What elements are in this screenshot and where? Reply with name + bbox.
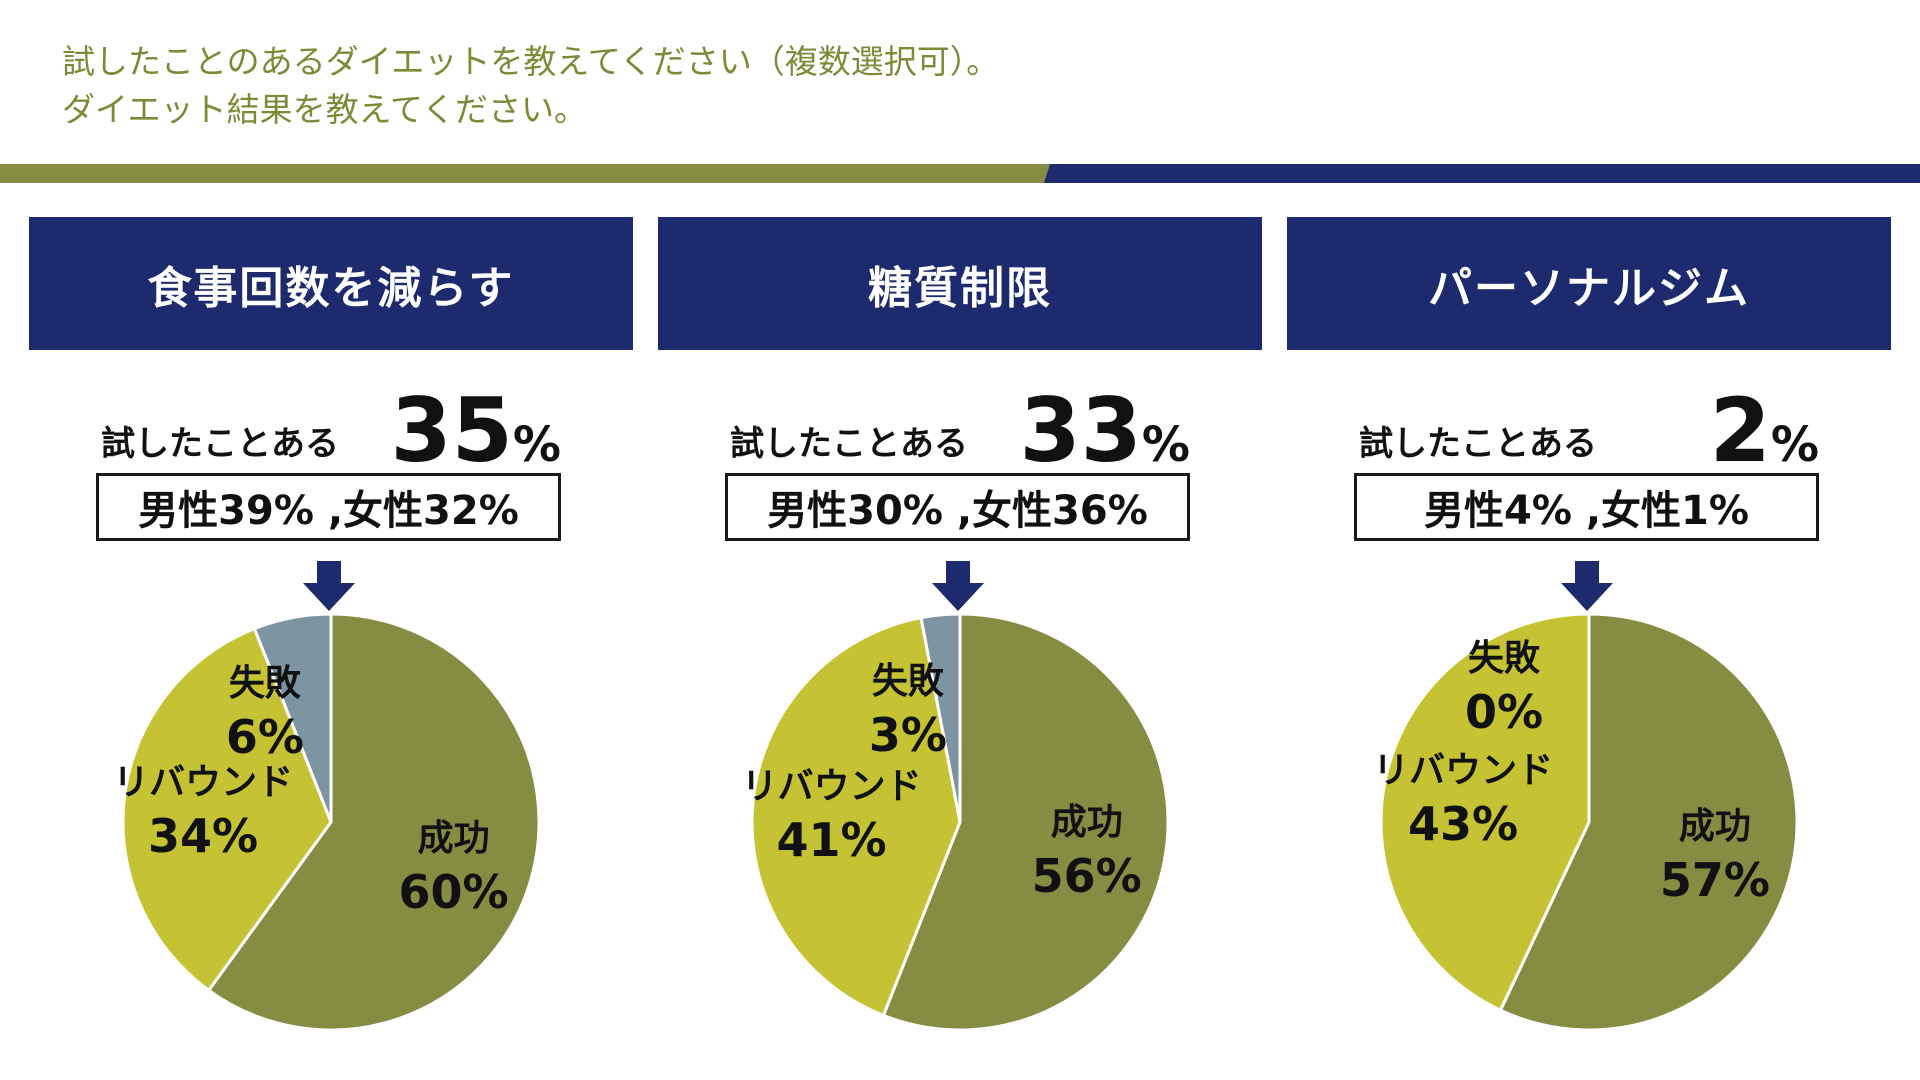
pie-slice-fail	[919, 612, 962, 823]
gender-breakdown: 男性30% ,女性36%	[725, 473, 1190, 541]
question-title: 試したことのあるダイエットを教えてください（複数選択可）。 ダイエット結果を教え…	[62, 38, 999, 134]
arrow-down-icon	[303, 561, 355, 611]
pie-slice-success	[206, 612, 541, 1032]
tried-percent: 35%	[390, 387, 561, 475]
tried-row: 試したことある 2%	[1359, 375, 1819, 475]
panel-header: 食事回数を減らす	[29, 217, 633, 350]
arrow-down-icon	[1561, 561, 1613, 611]
slice-value-success: 57%	[1660, 853, 1770, 907]
tried-label: 試したことある	[730, 424, 968, 464]
slice-label-rebound: リバウンド	[113, 762, 293, 803]
pie-slice-success	[881, 612, 1170, 1032]
slice-value-rebound: 34%	[148, 809, 258, 863]
slice-label-success: 成功	[418, 818, 490, 859]
slice-label-rebound: リバウンド	[742, 766, 922, 807]
slice-value-fail: 6%	[226, 710, 304, 764]
pie-slice-fail	[252, 612, 333, 823]
slice-label-fail: 失敗	[1468, 638, 1541, 679]
percent-sign: %	[1770, 417, 1819, 473]
question-line-1: 試したことのあるダイエットを教えてください（複数選択可）。	[62, 42, 1000, 81]
tried-percent: 33%	[1019, 387, 1190, 475]
tried-row: 試したことある 35%	[101, 375, 561, 475]
slice-value-success: 60%	[399, 865, 509, 919]
slice-label-fail: 失敗	[229, 663, 302, 704]
pie-slice-rebound	[750, 615, 962, 1018]
tried-percent: 2%	[1710, 387, 1819, 475]
tried-percent-value: 33	[1019, 379, 1142, 482]
slice-label-fail: 失敗	[872, 661, 945, 702]
percent-sign: %	[1141, 417, 1190, 473]
panel-personal-gym: パーソナルジム 試したことある 2% 男性4% ,女性1% 成功 57% リバウンド…	[1287, 217, 1891, 1074]
arrow-down-icon	[932, 561, 984, 611]
divider-olive	[0, 164, 1050, 183]
slice-value-rebound: 43%	[1408, 797, 1518, 851]
panel-header: 糖質制限	[658, 217, 1262, 350]
pie-slice-rebound	[1379, 612, 1591, 1013]
pie-chart: 成功 60% リバウンド 34% 失敗 6%	[113, 612, 541, 1032]
slice-value-rebound: 41%	[777, 813, 887, 867]
panel-header: パーソナルジム	[1287, 217, 1891, 350]
slice-label-success: 成功	[1679, 806, 1751, 847]
pie-slice-rebound	[121, 626, 333, 993]
tried-percent-value: 2	[1709, 379, 1771, 482]
slice-label-rebound: リバウンド	[1373, 750, 1553, 791]
pie-chart: 成功 57% リバウンド 43% 失敗 0%	[1373, 612, 1799, 1032]
slice-value-fail: 0%	[1465, 685, 1543, 739]
tried-row: 試したことある 33%	[730, 375, 1190, 475]
tried-percent-value: 35	[390, 379, 513, 482]
tried-label: 試したことある	[1359, 424, 1597, 464]
panel-carb-restriction: 糖質制限 試したことある 33% 男性30% ,女性36% 成功 56% リバウンド…	[658, 217, 1262, 1074]
question-line-2: ダイエット結果を教えてください。	[62, 90, 588, 129]
gender-breakdown: 男性39% ,女性32%	[96, 473, 561, 541]
divider-navy	[1044, 164, 1920, 183]
gender-breakdown: 男性4% ,女性1%	[1354, 473, 1819, 541]
slice-value-fail: 3%	[869, 708, 947, 762]
pie-chart: 成功 56% リバウンド 41% 失敗 3%	[742, 612, 1170, 1032]
pie-slice-success	[1498, 612, 1799, 1032]
panel-meal-reduction: 食事回数を減らす 試したことある 35% 男性39% ,女性32% 成功 60% リ…	[29, 217, 633, 1074]
slice-value-success: 56%	[1032, 849, 1142, 903]
slice-label-success: 成功	[1051, 802, 1123, 843]
tried-label: 試したことある	[101, 424, 339, 464]
percent-sign: %	[512, 417, 561, 473]
